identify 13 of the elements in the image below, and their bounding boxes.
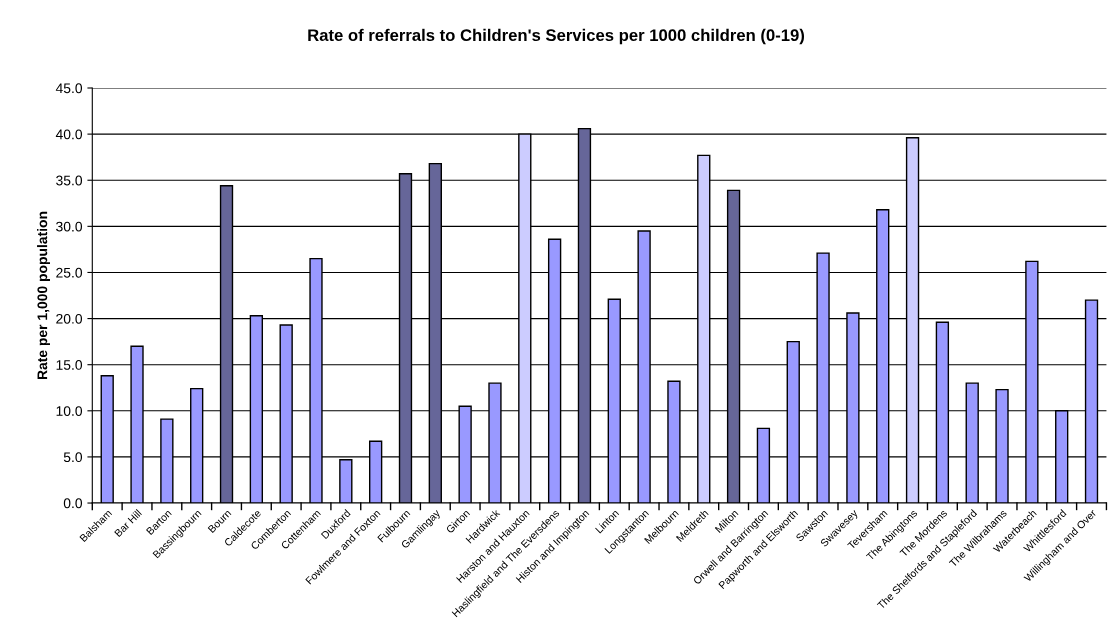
y-tick-label: 10.0 <box>56 406 83 416</box>
chart-title: Rate of referrals to Children's Services per 1000 children (0-19) <box>308 28 805 45</box>
x-tick-label: Bar Hill <box>113 509 142 538</box>
y-tick-label: 40.0 <box>55 129 83 140</box>
y-tick-label: 5.0 <box>63 452 83 463</box>
y-tick-label: 25.0 <box>56 267 83 278</box>
y-tick-label: 30.0 <box>56 221 83 232</box>
y-tick-label: 15.0 <box>56 360 83 370</box>
y-tick-label: 0.0 <box>63 498 83 509</box>
y-tick-label: 45.0 <box>55 83 83 94</box>
y-axis-title: Rate per 1,000 population <box>37 211 50 380</box>
y-tick-label: 35.0 <box>56 175 83 186</box>
y-tick-label: 20.0 <box>56 313 83 324</box>
